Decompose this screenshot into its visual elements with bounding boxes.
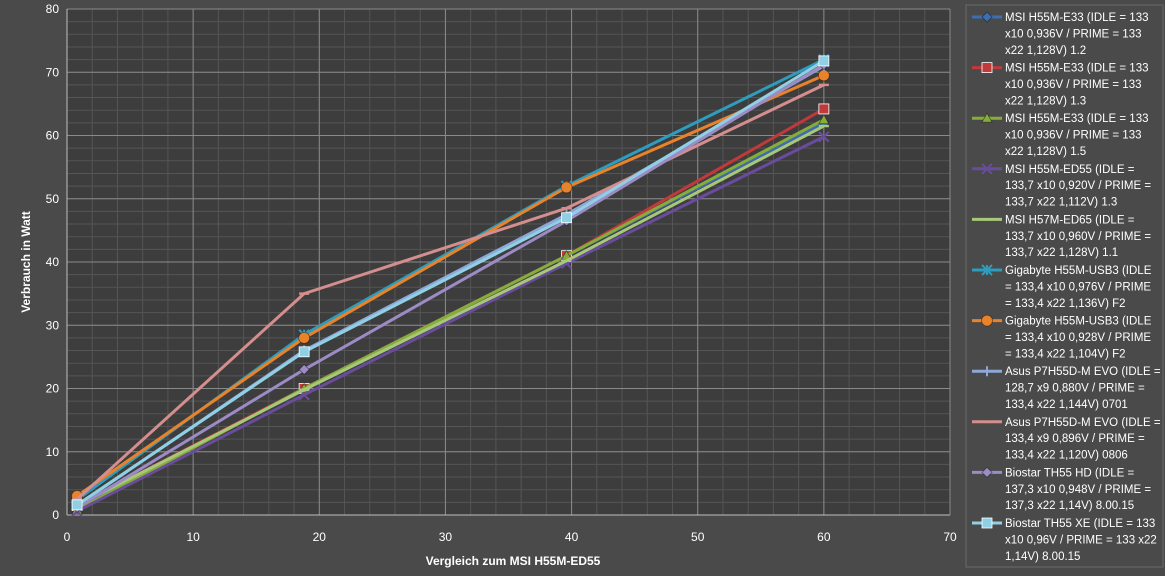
x-tick-label: 40: [565, 530, 579, 544]
series-9: [72, 83, 829, 501]
legend-label-line: Asus P7H55D-M EVO (IDLE =: [1005, 417, 1161, 429]
y-tick-label: 0: [52, 508, 59, 522]
legend-entry-1: MSI H55M-E33 (IDLE = 133 x10 0,936V / PRI…: [972, 11, 1149, 57]
data-point-marker: [818, 55, 830, 67]
legend-label-line: MSI H55M-E33 (IDLE = 133: [1005, 12, 1149, 24]
legend-label-line: = 133,4 x22 1,104V) F2: [1005, 348, 1126, 360]
legend-label-line: x10 0,96V / PRIME = 133 x22: [1005, 534, 1157, 546]
legend-entry-2: MSI H55M-E33 (IDLE = 133 x10 0,936V / PRI…: [972, 62, 1149, 107]
legend-label-line: 137,3 x10 0,948V / PRIME =: [1005, 484, 1151, 496]
legend-label-line: 133,7 x10 0,920V / PRIME =: [1005, 180, 1151, 192]
y-tick-label: 10: [46, 445, 60, 459]
series-11: [71, 55, 830, 511]
series-line: [76, 74, 825, 498]
series-line: [76, 83, 825, 501]
data-point-marker: [298, 363, 310, 376]
legend-label-line: 133,4 x22 1,144V) 0701: [1005, 399, 1128, 411]
data-point-marker: [818, 103, 830, 115]
legend: MSI H55M-E33 (IDLE = 133 x10 0,936V / PRI…: [972, 11, 1161, 563]
legend-label-line: 133,7 x10 0,960V / PRIME =: [1005, 231, 1151, 243]
data-point-marker: [561, 212, 572, 224]
legend-entry-5: MSI H57M-ED65 (IDLE = 133,7 x10 0,960V / …: [972, 214, 1151, 259]
legend-label-line: MSI H57M-ED65 (IDLE =: [1005, 214, 1135, 226]
data-point-marker: [981, 466, 993, 478]
data-point-marker: [818, 113, 830, 125]
grid: [66, 8, 951, 516]
series-line: [76, 135, 825, 513]
x-tick-label: 60: [817, 530, 831, 544]
y-tick-label: 20: [46, 382, 60, 396]
x-tick-label: 50: [691, 530, 705, 544]
y-tick-label: 30: [46, 318, 60, 332]
x-tick-label: 20: [313, 530, 327, 544]
legend-label-line: x10 0,936V / PRIME = 133: [1005, 28, 1141, 40]
legend-entry-4: MSI H55M-ED55 (IDLE = 133,7 x10 0,920V / …: [972, 163, 1151, 209]
data-point-marker: [981, 314, 993, 327]
legend-label-line: = 133,4 x22 1,136V) F2: [1005, 298, 1126, 310]
series-line: [76, 63, 825, 509]
legend-label-line: Asus P7H55D-M EVO (IDLE =: [1005, 366, 1161, 378]
data-point-marker: [818, 131, 830, 143]
y-tick-label: 40: [46, 255, 60, 269]
y-tick-label: 50: [46, 192, 60, 206]
legend-entry-8: Asus P7H55D-M EVO (IDLE = 128,7 x9 0,880V…: [972, 366, 1161, 411]
legend-label-line: x10 0,936V / PRIME = 133: [1005, 130, 1141, 142]
data-point-marker: [981, 163, 993, 175]
data-point-marker: [71, 499, 83, 511]
y-axis-title: Verbrauch in Watt: [19, 211, 33, 313]
legend-label-line: 128,7 x9 0,880V / PRIME =: [1005, 383, 1145, 395]
y-tick-label: 60: [46, 129, 60, 143]
legend-label-line: 133,4 x22 1,120V) 0806: [1005, 450, 1128, 462]
legend-entry-10: Biostar TH55 HD (IDLE = 137,3 x10 0,948V …: [972, 466, 1151, 512]
data-point-marker: [298, 331, 311, 344]
data-point-marker: [982, 366, 992, 377]
data-point-marker: [560, 181, 573, 194]
legend-label-line: 133,7 x22 1,128V) 1.1: [1005, 247, 1118, 259]
data-point-marker: [981, 11, 993, 23]
data-point-marker: [298, 346, 310, 358]
x-tick-label: 10: [186, 530, 200, 544]
legend-label-line: Gigabyte H55M-USB3 (IDLE: [1005, 316, 1152, 328]
legend-label-line: MSI H55M-E33 (IDLE = 133: [1005, 63, 1149, 75]
series-group: [71, 53, 830, 517]
data-point-marker: [817, 69, 830, 82]
legend-entry-11: Biostar TH55 XE (IDLE = 133 x10 0,96V / P…: [972, 517, 1157, 563]
legend-entry-7: Gigabyte H55M-USB3 (IDLE = 133,4 x10 0,92…: [972, 314, 1152, 360]
x-tick-label: 70: [943, 530, 957, 544]
y-tick-label: 70: [46, 65, 60, 79]
data-point-marker: [981, 264, 993, 276]
legend-label-line: = 133,4 x10 0,928V / PRIME: [1005, 332, 1151, 344]
legend-label-line: MSI H55M-E33 (IDLE = 133: [1005, 113, 1149, 125]
legend-label-line: = 133,4 x10 0,976V / PRIME: [1005, 281, 1151, 293]
y-tick-label: 80: [46, 2, 60, 16]
x-tick-label: 30: [439, 530, 453, 544]
legend-label-line: x22 1,128V) 1.3: [1005, 95, 1086, 107]
legend-entry-9: Asus P7H55D-M EVO (IDLE = 133,4 x9 0,896V…: [972, 417, 1161, 462]
legend-label-line: x22 1,128V) 1.2: [1005, 45, 1086, 57]
legend-label-line: 133,7 x22 1,112V) 1.3: [1005, 197, 1117, 209]
x-tick-label: 0: [64, 530, 71, 544]
legend-entry-3: MSI H55M-E33 (IDLE = 133 x10 0,936V / PRI…: [972, 112, 1149, 158]
series-line: [76, 124, 825, 507]
x-axis-title: Vergleich zum MSI H55M-ED55: [426, 554, 601, 568]
legend-label-line: x22 1,128V) 1.5: [1005, 146, 1086, 158]
legend-label-line: 133,4 x9 0,896V / PRIME =: [1005, 433, 1145, 445]
legend-label-line: 1,14V) 8.00.15: [1005, 551, 1080, 563]
legend-entry-6: Gigabyte H55M-USB3 (IDLE = 133,4 x10 0,97…: [972, 264, 1152, 310]
series-line: [76, 59, 825, 507]
legend-label-line: Biostar TH55 HD (IDLE =: [1005, 467, 1134, 479]
legend-label-line: 137,3 x22 1,14V) 8.00.15: [1005, 500, 1134, 512]
axes: 0 10 20 30 40 50 60 70 0 10 20 30 40 50 60 70 80: [46, 2, 957, 544]
data-point-marker: [981, 112, 993, 123]
legend-label-line: x10 0,936V / PRIME = 133: [1005, 79, 1141, 91]
legend-label-line: Gigabyte H55M-USB3 (IDLE: [1005, 265, 1152, 277]
data-point-marker: [981, 62, 993, 73]
legend-label-line: Biostar TH55 XE (IDLE = 133: [1005, 518, 1155, 530]
data-point-marker: [981, 517, 993, 529]
legend-label-line: MSI H55M-ED55 (IDLE =: [1005, 164, 1135, 176]
